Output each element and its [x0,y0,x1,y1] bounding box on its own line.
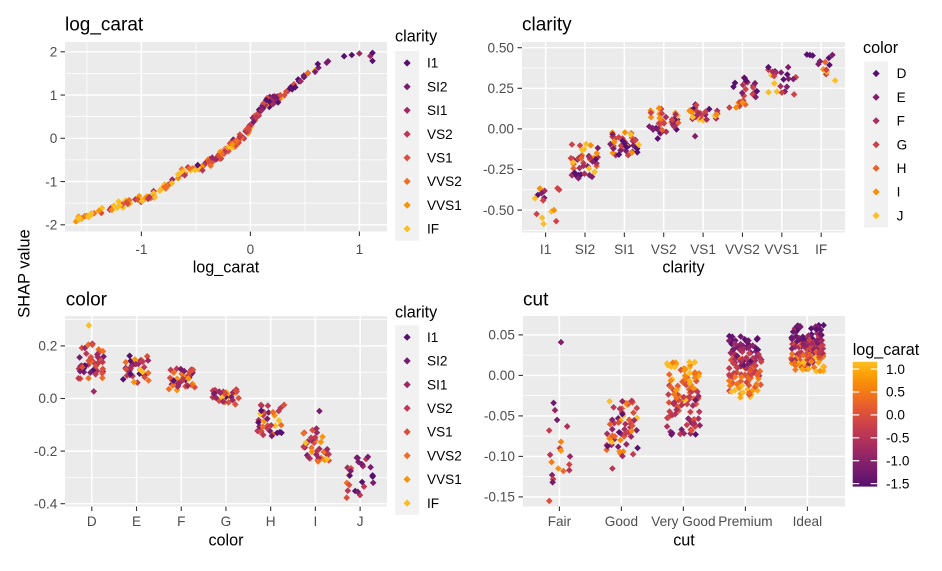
svg-text:1: 1 [50,88,58,103]
svg-text:E: E [132,514,141,529]
svg-text:-2: -2 [45,218,57,233]
svg-text:VVS2: VVS2 [725,242,760,257]
svg-text:-0.25: -0.25 [483,162,514,177]
svg-text:1: 1 [356,242,364,257]
svg-text:-0.05: -0.05 [484,409,515,424]
svg-text:VVS2: VVS2 [427,174,462,189]
svg-text:IF: IF [427,222,439,237]
svg-text:F: F [897,114,905,129]
svg-text:I1: I1 [427,56,438,71]
svg-text:I: I [314,514,318,529]
svg-text:SI2: SI2 [427,354,447,369]
svg-text:VS1: VS1 [690,242,716,257]
svg-text:-1.0: -1.0 [886,453,910,468]
svg-text:log_carat: log_carat [193,258,260,276]
svg-text:H: H [266,514,276,529]
svg-text:cut: cut [673,532,695,550]
svg-text:-0.50: -0.50 [483,203,514,218]
svg-text:I1: I1 [540,242,551,257]
svg-text:-1.5: -1.5 [886,476,909,491]
svg-text:I: I [897,185,901,200]
svg-text:-0.10: -0.10 [484,449,515,464]
svg-text:2: 2 [50,45,58,60]
svg-text:E: E [897,90,906,105]
svg-text:SI1: SI1 [427,377,447,392]
svg-text:IF: IF [427,496,439,511]
svg-text:VS2: VS2 [651,242,677,257]
svg-text:Very Good: Very Good [651,514,715,529]
svg-text:VVS1: VVS1 [427,198,462,213]
svg-text:0.00: 0.00 [488,368,515,383]
svg-text:color: color [208,532,244,550]
svg-text:clarity: clarity [522,14,572,35]
svg-text:SI2: SI2 [575,242,595,257]
svg-text:I1: I1 [427,330,438,345]
svg-text:H: H [897,161,907,176]
svg-text:clarity: clarity [395,28,438,46]
svg-text:log_carat: log_carat [853,341,920,359]
svg-text:D: D [897,66,907,81]
svg-text:Good: Good [605,514,638,529]
svg-text:G: G [221,514,232,529]
svg-text:F: F [177,514,185,529]
svg-text:VS2: VS2 [427,401,453,416]
svg-text:0: 0 [247,242,255,257]
svg-text:0.05: 0.05 [488,328,514,343]
svg-text:0.2: 0.2 [38,339,57,354]
svg-text:Fair: Fair [548,514,572,529]
svg-text:-0.2: -0.2 [34,444,57,459]
svg-text:clarity: clarity [395,304,438,322]
svg-text:-0.15: -0.15 [484,490,515,505]
svg-text:D: D [87,514,97,529]
svg-text:G: G [897,137,908,152]
svg-text:color: color [863,39,899,57]
svg-text:0.0: 0.0 [38,391,57,406]
svg-text:-0.5: -0.5 [886,431,909,446]
svg-text:J: J [897,208,904,223]
svg-text:Premium: Premium [718,514,772,529]
svg-text:VS1: VS1 [427,150,453,165]
svg-text:SI2: SI2 [427,79,447,94]
svg-text:0.50: 0.50 [488,40,515,55]
svg-text:cut: cut [523,290,549,311]
svg-text:VVS2: VVS2 [427,448,462,463]
svg-text:0.0: 0.0 [886,408,905,423]
svg-text:-1: -1 [45,174,57,189]
svg-text:0.25: 0.25 [488,81,514,96]
svg-text:VS1: VS1 [427,425,453,440]
svg-text:Ideal: Ideal [793,514,822,529]
svg-text:SI1: SI1 [427,103,447,118]
svg-text:1.0: 1.0 [886,362,905,377]
svg-text:color: color [66,290,108,311]
svg-text:-1: -1 [135,242,147,257]
svg-text:log_carat: log_carat [65,14,144,35]
svg-text:0.5: 0.5 [886,385,905,400]
svg-text:J: J [357,514,364,529]
svg-text:0: 0 [50,131,58,146]
svg-text:clarity: clarity [662,258,705,276]
svg-text:VVS1: VVS1 [764,242,799,257]
svg-text:SI1: SI1 [614,242,634,257]
svg-text:VS2: VS2 [427,127,453,142]
svg-text:SHAP value: SHAP value [16,229,34,318]
svg-text:VVS1: VVS1 [427,472,462,487]
svg-text:0.00: 0.00 [488,122,515,137]
svg-text:IF: IF [815,242,827,257]
svg-text:-0.4: -0.4 [34,496,58,511]
